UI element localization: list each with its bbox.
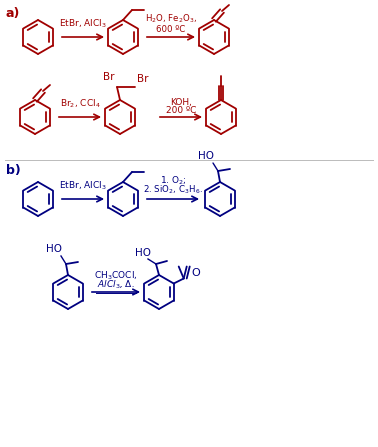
Text: HO: HO [46,244,62,254]
Text: O: O [192,267,200,278]
Text: 2. SiO$_2$, C$_3$H$_6$.: 2. SiO$_2$, C$_3$H$_6$. [143,184,203,196]
Text: KOH,: KOH, [170,98,192,107]
Text: 200 ºC: 200 ºC [166,106,196,115]
Text: 600 ºC: 600 ºC [156,25,186,34]
Text: AlCl$_3$, $\Delta$.: AlCl$_3$, $\Delta$. [97,278,135,291]
Text: b): b) [6,164,21,177]
Text: 1. O$_2$;: 1. O$_2$; [160,174,186,187]
Text: EtBr, AlCl$_3$: EtBr, AlCl$_3$ [59,180,107,192]
Text: Br$_2$, CCl$_4$: Br$_2$, CCl$_4$ [60,97,101,110]
Text: HO: HO [135,248,151,258]
Text: HO: HO [198,151,214,161]
Text: H$_2$O, Fe$_2$O$_3$,: H$_2$O, Fe$_2$O$_3$, [145,13,197,25]
Text: EtBr, AlCl$_3$: EtBr, AlCl$_3$ [59,17,107,30]
Text: a): a) [6,7,20,20]
Text: Br: Br [137,74,149,84]
Text: CH$_3$COCl,: CH$_3$COCl, [94,270,138,282]
Text: Br: Br [103,72,115,82]
